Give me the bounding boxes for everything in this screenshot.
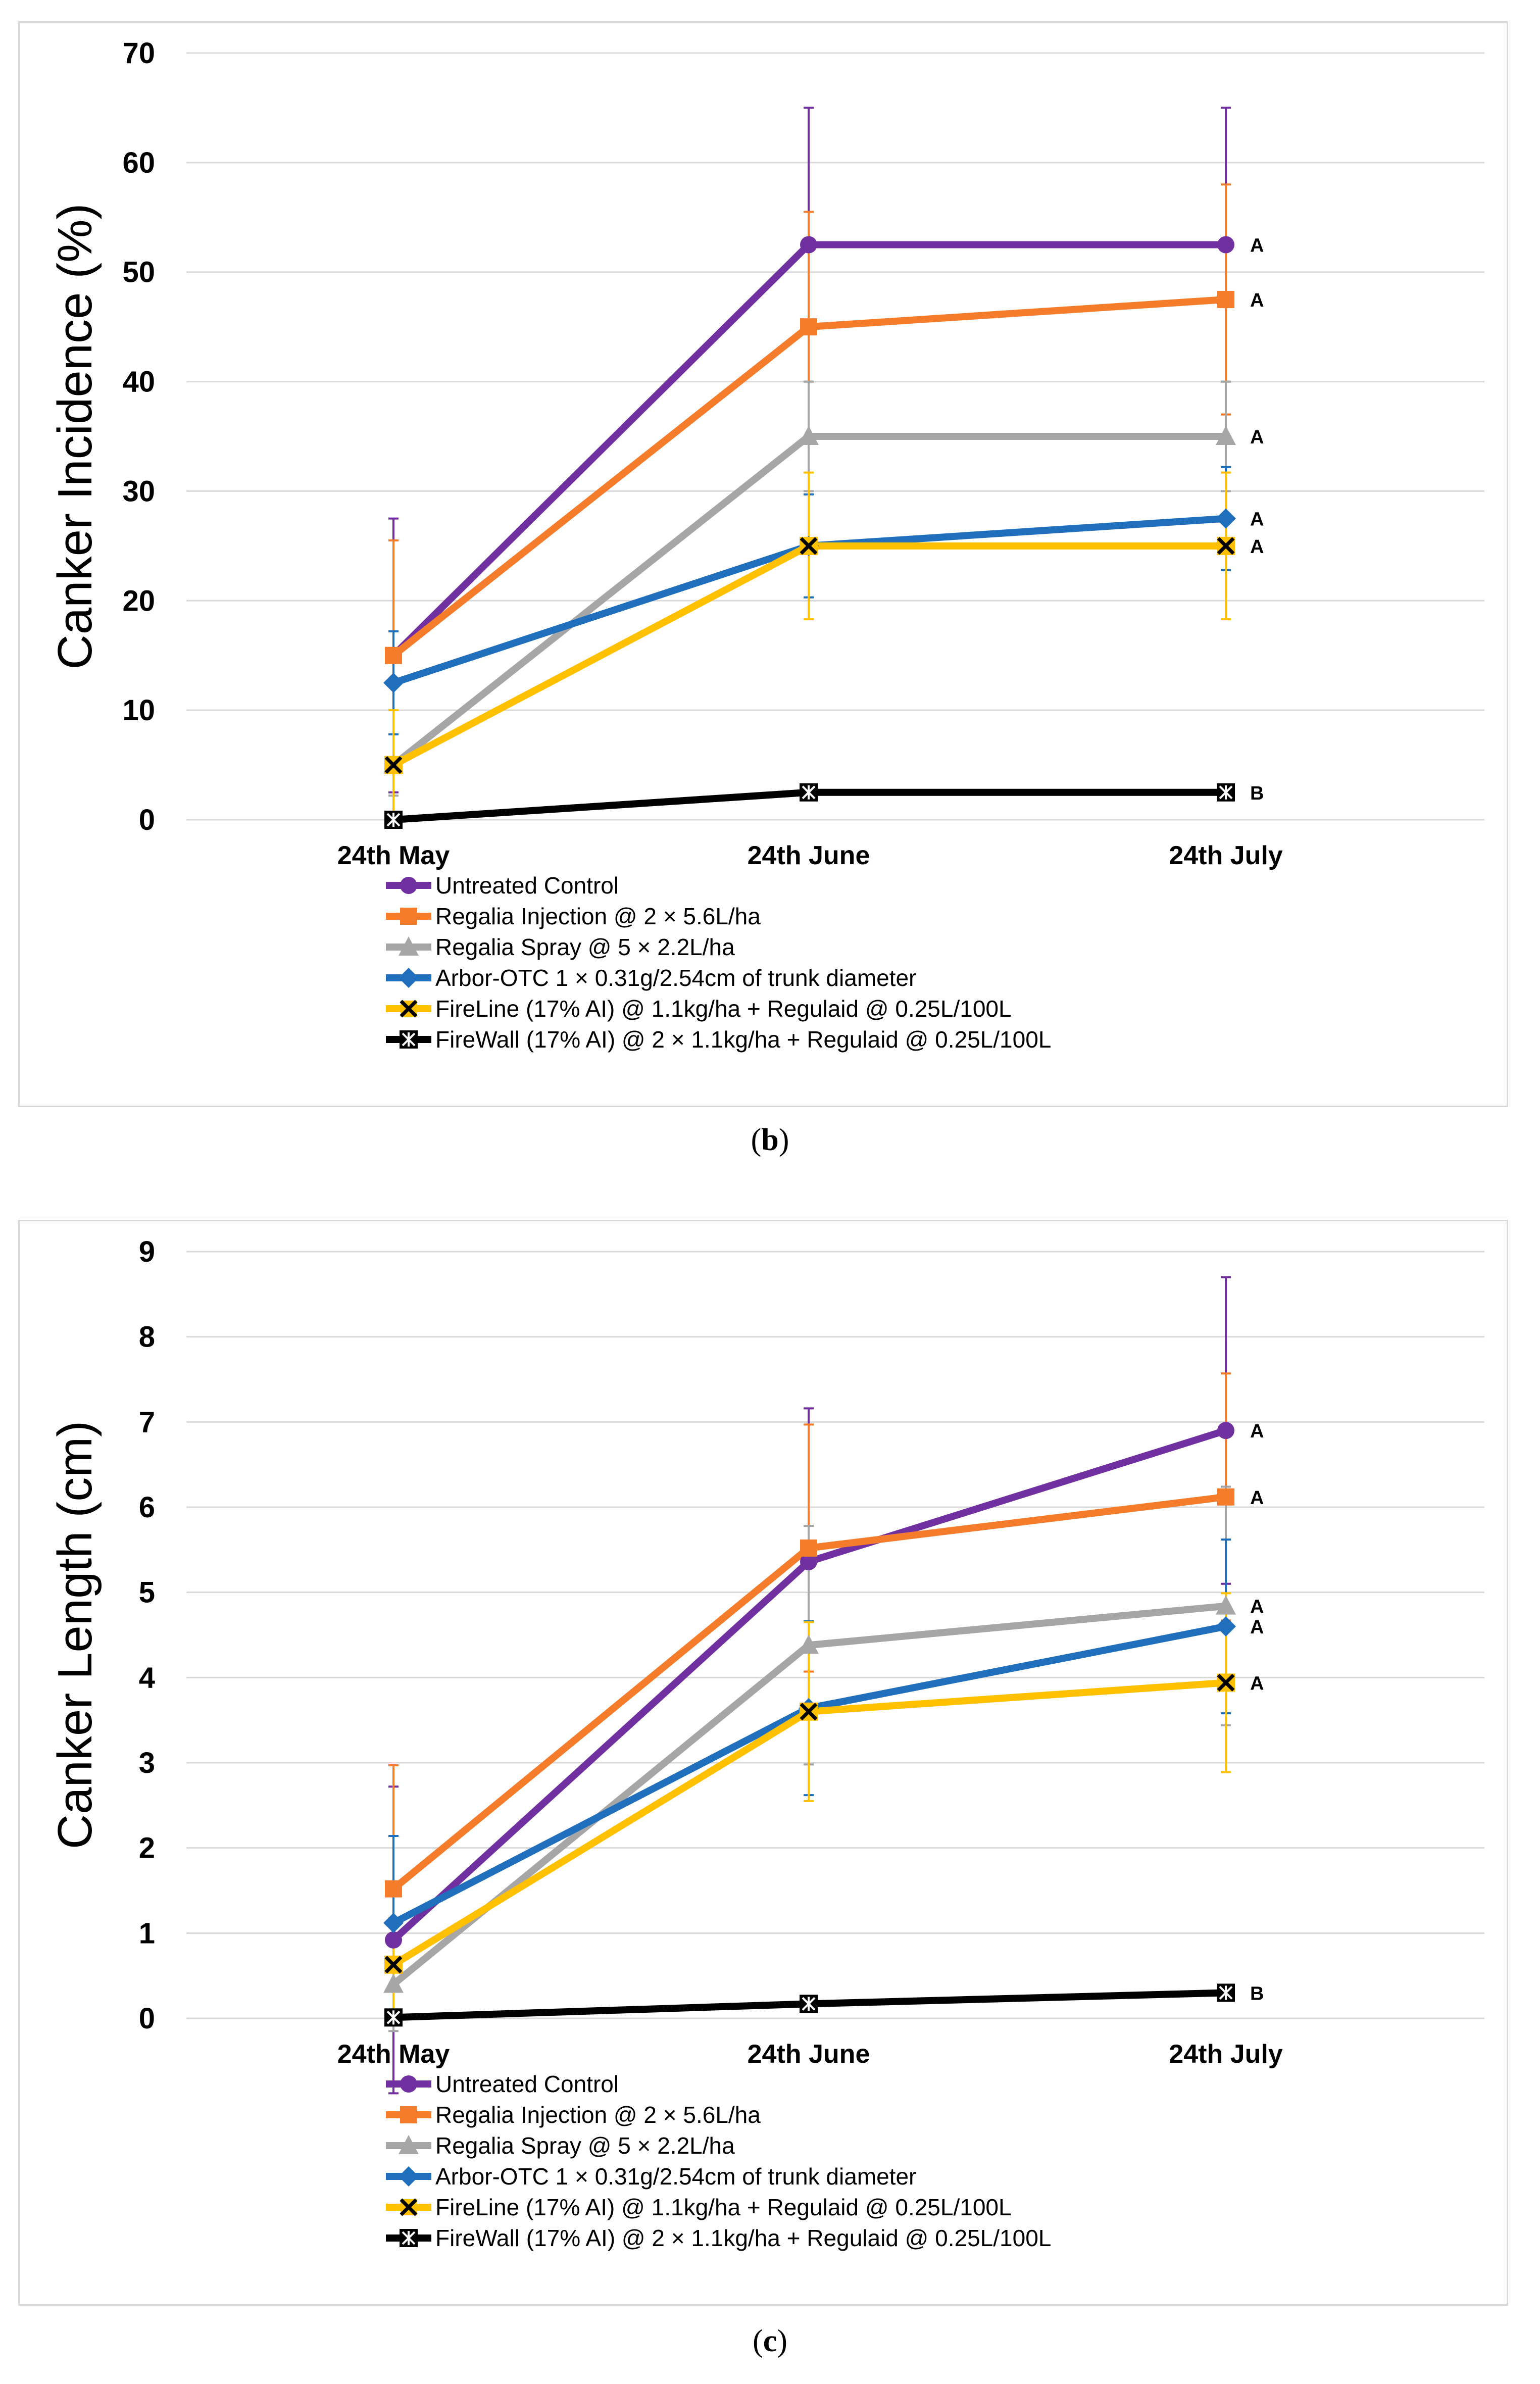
data-point-s3-p2 [1216,508,1236,529]
caption-b: (b) [751,1123,789,1157]
significance-label-2: A [1250,1597,1264,1618]
data-point-s1-p2 [1217,290,1234,308]
legend-marker-2 [399,936,419,956]
data-point-s5-p0 [384,2008,403,2027]
y-tick-label-3: 30 [122,475,155,508]
significance-label-5: B [1250,783,1264,804]
y-axis-title: Canker Incidence (%) [48,203,102,669]
significance-label-2: A [1250,427,1264,448]
legend-label-4: FireLine (17% AI) @ 1.1kg/ha + Regulaid … [435,996,1012,1022]
data-point-s1-p0 [385,1880,402,1898]
significance-label-3: A [1250,509,1264,530]
y-tick-label-1: 10 [122,694,155,727]
legend-label-1: Regalia Injection @ 2 × 5.6L/ha [435,903,761,929]
significance-label-0: A [1250,235,1264,257]
legend-label-2: Regalia Spray @ 5 × 2.2L/ha [435,934,735,960]
legend-marker-4 [400,1000,418,1018]
significance-label-4: A [1250,1673,1264,1694]
data-point-s2-p2 [1216,1595,1236,1615]
y-tick-label-7: 70 [122,37,155,70]
legend-label-1: Regalia Injection @ 2 × 5.6L/ha [435,2102,761,2128]
legend-label-0: Untreated Control [435,2071,619,2097]
data-point-s2-p0 [383,1973,404,1993]
significance-label-3: A [1250,1617,1264,1638]
data-point-s1-p2 [1217,1488,1234,1506]
data-point-s0-p1 [800,236,817,254]
data-point-s3-p2 [1216,1616,1236,1637]
data-point-s1-p1 [800,1539,817,1557]
y-tick-label-9: 9 [139,1235,155,1268]
data-point-s3-p0 [383,672,404,693]
data-point-s4-p1 [800,1703,818,1721]
data-point-s5-p0 [384,811,403,829]
legend-label-0: Untreated Control [435,872,619,899]
y-axis-title: Canker Length (cm) [48,1421,102,1849]
y-tick-label-4: 4 [139,1661,155,1694]
y-tick-label-8: 8 [139,1321,155,1354]
data-point-s1-p1 [800,318,817,336]
data-point-s4-p0 [384,1956,403,1974]
significance-label-1: A [1250,1487,1264,1509]
chart-panel-c: 0 1 2 3 4 5 6 7 8 9 Canker Length (cm) 24th May 24th… [18,1220,1508,2306]
legend-marker-4 [400,2198,418,2216]
data-point-s0-p0 [385,1931,402,1949]
canker-incidence-chart: 0 10 20 30 40 50 60 70 Canker Incidence (%) 24th … [48,37,1484,1053]
legend-marker-0 [400,2075,417,2093]
legend-marker-1 [400,2106,417,2123]
data-point-s5-p2 [1217,783,1235,802]
x-tick-label-1: 24th June [748,2040,870,2069]
legend-label-2: Regalia Spray @ 5 × 2.2L/ha [435,2132,735,2159]
data-point-s0-p2 [1217,236,1234,254]
legend-label-5: FireWall (17% AI) @ 2 × 1.1kg/ha + Regul… [435,1026,1051,1053]
data-point-s5-p2 [1217,1983,1235,2002]
data-point-s2-p1 [799,426,819,445]
x-tick-label-2: 24th July [1169,841,1282,870]
data-point-s1-p0 [385,647,402,664]
y-tick-label-4: 40 [122,366,155,399]
legend-label-3: Arbor-OTC 1 × 0.31g/2.54cm of trunk diam… [435,965,916,991]
data-point-s4-p1 [800,537,818,555]
significance-label-1: A [1250,290,1264,311]
data-point-s4-p0 [384,756,403,774]
y-tick-label-2: 2 [139,1832,155,1865]
data-point-s3-p0 [383,1913,404,1933]
data-point-s0-p2 [1217,1422,1234,1439]
y-tick-label-0: 0 [139,804,155,836]
legend-marker-0 [400,877,417,894]
data-point-s5-p1 [800,783,818,802]
data-point-s5-p1 [800,1995,818,2013]
legend-marker-5 [400,2229,418,2247]
data-point-s4-p2 [1217,537,1235,555]
legend-marker-2 [399,2135,419,2154]
y-tick-label-0: 0 [139,2002,155,2035]
legend-label-3: Arbor-OTC 1 × 0.31g/2.54cm of trunk diam… [435,2163,916,2190]
y-tick-label-6: 60 [122,146,155,179]
legend-marker-3 [399,968,419,988]
y-tick-label-5: 5 [139,1576,155,1609]
data-point-s2-p1 [799,1634,819,1654]
legend-label-4: FireLine (17% AI) @ 1.1kg/ha + Regulaid … [435,2194,1012,2220]
data-point-s4-p2 [1217,1673,1235,1692]
legend-marker-5 [400,1030,418,1049]
legend-marker-3 [399,2166,419,2187]
legend-label-5: FireWall (17% AI) @ 2 × 1.1kg/ha + Regul… [435,2225,1051,2251]
x-tick-label-0: 24th May [337,841,450,870]
y-tick-label-1: 1 [139,1917,155,1950]
significance-label-0: A [1250,1421,1264,1442]
legend-marker-1 [400,908,417,925]
significance-label-4: A [1250,536,1264,558]
y-tick-label-2: 20 [122,584,155,617]
x-tick-label-2: 24th July [1169,2040,1282,2069]
significance-label-5: B [1250,1983,1264,2004]
data-point-s2-p2 [1216,426,1236,445]
y-tick-label-3: 3 [139,1747,155,1779]
y-tick-label-6: 6 [139,1491,155,1524]
data-point-s0-p1 [800,1553,817,1570]
caption-c: (c) [753,2324,787,2358]
y-tick-label-5: 50 [122,256,155,289]
y-tick-label-7: 7 [139,1406,155,1438]
x-tick-label-1: 24th June [748,841,870,870]
chart-panel-b: 0 10 20 30 40 50 60 70 Canker Incidence (%) 24th … [18,21,1508,1107]
